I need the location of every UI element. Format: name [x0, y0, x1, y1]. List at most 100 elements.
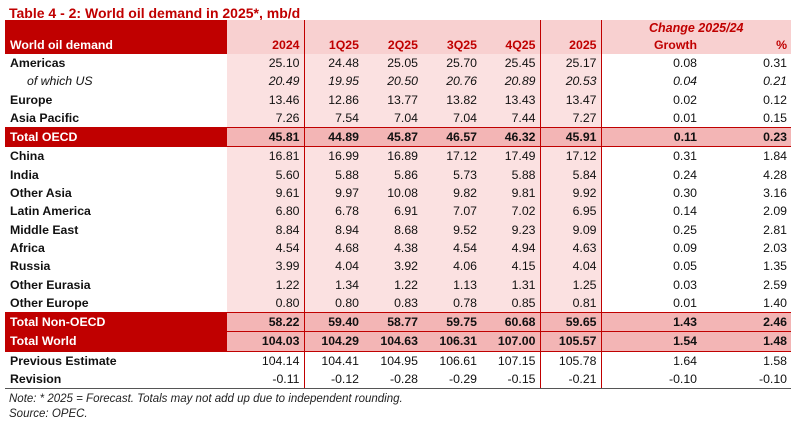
table-cell: 19.95: [303, 72, 363, 91]
row-label: Total OECD: [5, 127, 227, 148]
table-cell: 9.09: [539, 220, 601, 239]
table-cell: 0.31: [600, 146, 701, 166]
table-cell: 0.02: [600, 90, 701, 109]
table-cell: 0.15: [763, 110, 787, 125]
column-header-percent: %: [701, 36, 791, 54]
table-cell: 104.03: [227, 331, 304, 352]
table-cell: 44.89: [303, 127, 363, 148]
table-cell: 3.99: [227, 257, 304, 276]
table-cell: 2.09: [763, 204, 787, 219]
total-row: Total Non-OECD 58.22 59.40 58.77 59.75 60.68 5…: [5, 312, 791, 333]
table-cell: 20.49: [227, 72, 304, 91]
table-cell: 59.75: [422, 312, 481, 333]
table-cell: 1.22: [363, 275, 422, 294]
table-cell: 4.28: [763, 167, 787, 182]
table-cell: 3.16: [763, 186, 787, 201]
table-cell: 9.61: [227, 184, 304, 203]
table-cell: 0.05: [600, 257, 701, 276]
table-cell: 6.80: [227, 202, 304, 221]
table-cell: 0.78: [422, 293, 481, 313]
table-cell: 104.41: [303, 350, 363, 371]
table-cell: 7.04: [422, 108, 481, 128]
table-title: Table 4 - 2: World oil demand in 2025*, …: [9, 5, 301, 21]
table-cell: 1.31: [481, 275, 540, 294]
table-cell: 5.88: [303, 165, 363, 185]
header-row-columns: World oil demand 2024 1Q25 2Q25 3Q25 4Q2…: [5, 36, 791, 54]
table-row: Other Asia 9.61 9.97 10.08 9.82 9.81 9.92 0.30 3…: [5, 184, 791, 203]
table-cell: 4.54: [227, 238, 304, 258]
table-cell: 7.26: [227, 108, 304, 128]
table-cell: 25.10: [227, 54, 304, 73]
table-row: Latin America 6.80 6.78 6.91 7.07 7.02 6.95 0.1…: [5, 202, 791, 221]
table-cell: 13.47: [539, 90, 601, 109]
row-label: Middle East: [10, 222, 79, 237]
table-cell: 16.89: [363, 146, 422, 166]
table-cell: 13.77: [363, 90, 422, 109]
table-cell: 6.95: [539, 202, 601, 221]
total-row: Total World 104.03 104.29 104.63 106.31 107.0…: [5, 331, 791, 352]
table-cell: 0.21: [763, 74, 787, 89]
table-cell: 0.23: [701, 127, 791, 148]
table-cell: 107.15: [481, 350, 540, 371]
table-cell: 0.83: [363, 293, 422, 313]
row-label: India: [10, 167, 39, 182]
table-cell: 5.73: [422, 165, 481, 185]
table-cell: 9.82: [422, 184, 481, 203]
source-text: Source: OPEC.: [9, 408, 88, 420]
table-row: of which US 20.49 19.95 20.50 20.76 20.89 20.5…: [5, 72, 791, 91]
table-cell: 20.89: [481, 72, 540, 91]
table-cell: 7.07: [422, 202, 481, 221]
table-cell: 25.05: [363, 54, 422, 73]
table-cell: 1.54: [600, 331, 701, 352]
table-cell: 0.30: [600, 184, 701, 203]
table-row: Africa 4.54 4.68 4.38 4.54 4.94 4.63 0.09 2.03: [5, 238, 791, 258]
table-cell: 46.57: [422, 127, 481, 148]
row-label: China: [10, 149, 45, 164]
table-cell: 4.68: [303, 238, 363, 258]
note-text: Note: * 2025 = Forecast. Totals may not …: [9, 393, 403, 405]
table-cell: 13.82: [422, 90, 481, 109]
table-cell: 1.64: [600, 350, 701, 371]
table-row: Other Eurasia 1.22 1.34 1.22 1.13 1.31 1.25 0.0…: [5, 275, 791, 294]
column-header-4q25: 4Q25: [481, 36, 540, 54]
table-cell: -0.10: [600, 370, 701, 390]
row-label: Other Asia: [10, 186, 72, 201]
table-cell: 20.76: [422, 72, 481, 91]
table-cell: 0.01: [600, 108, 701, 128]
row-label: Russia: [10, 259, 51, 274]
table-cell: -0.29: [422, 370, 481, 390]
table-cell: 7.44: [481, 108, 540, 128]
table-cell: 104.14: [227, 350, 304, 371]
table-cell: 0.04: [600, 72, 701, 91]
table-cell: -0.15: [481, 370, 540, 390]
table-cell: 104.63: [363, 331, 422, 352]
table-cell: 58.22: [227, 312, 304, 333]
table-row: Asia Pacific 7.26 7.54 7.04 7.04 7.44 7.27 0.01…: [5, 108, 791, 128]
table-cell: 45.87: [363, 127, 422, 148]
table-cell: 17.12: [539, 146, 601, 166]
table-row: Other Europe 0.80 0.80 0.83 0.78 0.85 0.81 0.01…: [5, 293, 791, 313]
table-cell: 107.00: [481, 331, 540, 352]
table-cell: 8.68: [363, 220, 422, 239]
table-cell: 1.13: [422, 275, 481, 294]
table-cell: 1.48: [701, 331, 791, 352]
table-row: Europe 13.46 12.86 13.77 13.82 13.43 13.47 0.02…: [5, 90, 791, 109]
table-cell: 46.32: [481, 127, 540, 148]
world-oil-demand-table: Change 2025/24 World oil demand 2024 1Q2…: [5, 20, 791, 390]
table-cell: 4.38: [363, 238, 422, 258]
table-cell: 10.08: [363, 184, 422, 203]
table-cell: 17.49: [481, 146, 540, 166]
table-cell: -0.11: [227, 370, 304, 390]
table-cell: 104.95: [363, 350, 422, 371]
table-cell: 13.43: [481, 90, 540, 109]
row-label: Latin America: [10, 204, 91, 219]
table-cell: 1.25: [539, 275, 601, 294]
table-cell: 0.81: [539, 293, 601, 313]
table-cell: 24.48: [303, 54, 363, 73]
table-cell: 13.46: [227, 90, 304, 109]
table-cell: 0.01: [600, 293, 701, 313]
table-cell: 0.24: [600, 165, 701, 185]
table-cell: 9.97: [303, 184, 363, 203]
table-cell: 6.91: [363, 202, 422, 221]
row-label: Europe: [10, 92, 53, 107]
